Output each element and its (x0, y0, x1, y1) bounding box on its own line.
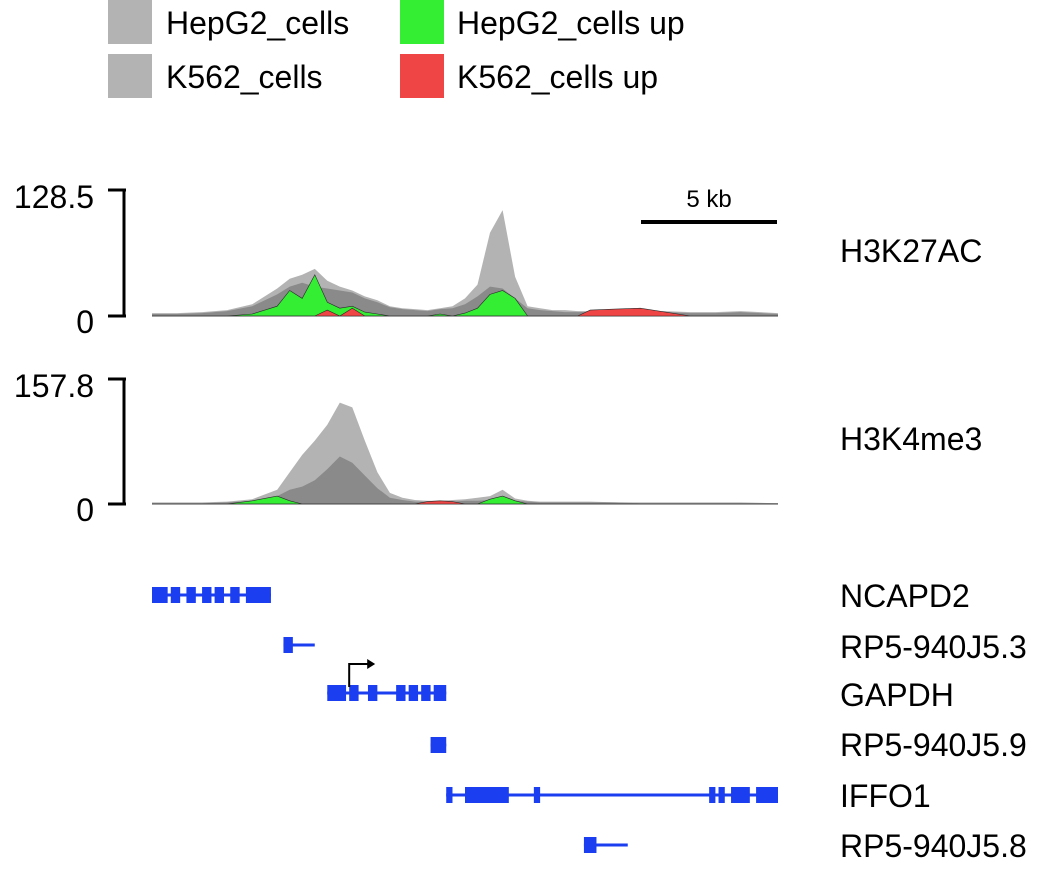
scale-bar: 5 kb (641, 186, 777, 224)
gene-annotation-tracks (152, 587, 778, 853)
gene-exon-gapdh-5 (421, 685, 431, 701)
track-label-h3k4me3: H3K4me3 (840, 421, 982, 457)
gene-exon-ncapd2-2 (186, 587, 196, 603)
tss-arrowhead-icon (367, 659, 376, 669)
track-h3k4me3: 157.8 0 H3K4me3 (14, 368, 982, 528)
gene-label-ncapd2: NCAPD2 (840, 578, 970, 614)
gene-exon-gapdh-1 (349, 685, 359, 701)
gene-exon-gapdh-4 (408, 685, 419, 701)
series-area-h3k27ac-k562-cells-up (152, 307, 778, 317)
y-tick-label-zero-h3k4me3: 0 (76, 492, 94, 528)
gene-exon-ncapd2-5 (230, 587, 240, 603)
legend-label-hepg2-cells-up: HepG2_cells up (457, 5, 685, 41)
legend-label-k562-cells-up: K562_cells up (457, 59, 658, 95)
gene-exon-iffo1-4 (718, 787, 725, 803)
gene-exon-ncapd2-4 (214, 587, 224, 603)
plot-area-h3k27ac (152, 210, 778, 317)
legend-label-hepg2-cells: HepG2_cells (166, 5, 349, 41)
plot-area-h3k4me3 (152, 402, 778, 505)
gene-label-iffo1: IFFO1 (840, 778, 931, 814)
y-tick-label-max-h3k4me3: 157.8 (14, 368, 94, 404)
gene-label-gapdh: GAPDH (840, 677, 954, 713)
gene-exon-rp5-940j5-9-0 (430, 737, 447, 753)
gene-exon-ncapd2-1 (170, 587, 181, 603)
gene-exon-gapdh-3 (396, 685, 406, 701)
legend-swatch-hepg2-cells-up (400, 0, 444, 44)
y-tick-label-zero-h3k27ac: 0 (76, 304, 94, 340)
gene-exon-ncapd2-0 (152, 587, 168, 603)
scale-bar-label: 5 kb (686, 186, 731, 213)
legend: HepG2_cells HepG2_cells up K562_cells K5… (108, 0, 685, 98)
gene-exon-gapdh-2 (367, 685, 378, 701)
tss-arrow-icon (348, 663, 370, 687)
series-area-h3k4me3-k562-cells-up (152, 500, 778, 505)
track-label-h3k27ac: H3K27AC (840, 233, 982, 269)
gene-exon-iffo1-5 (731, 787, 750, 803)
series-area-h3k27ac-hepg2-cells (152, 210, 778, 316)
gene-exon-gapdh-0 (327, 685, 347, 701)
gene-exon-iffo1-1 (465, 787, 509, 803)
gene-exon-rp5-940j5-8-0 (583, 837, 597, 853)
legend-label-k562-cells: K562_cells (166, 59, 323, 95)
legend-swatch-k562-cells-up (400, 54, 444, 98)
legend-swatch-k562-cells (108, 54, 152, 98)
gene-exon-iffo1-3 (709, 787, 716, 803)
gene-exon-iffo1-6 (756, 787, 778, 803)
gene-label-rp5-940j5-9: RP5-940J5.9 (840, 727, 1027, 763)
gene-exon-ncapd2-6 (245, 587, 271, 603)
gene-exon-ncapd2-3 (202, 587, 212, 603)
gene-exon-iffo1-2 (533, 787, 541, 803)
gene-label-rp5-940j5-3: RP5-940J5.3 (840, 629, 1027, 665)
gene-exon-iffo1-0 (446, 787, 453, 803)
gene-exon-gapdh-6 (433, 685, 447, 701)
track-h3k27ac: 128.5 0 H3K27AC (14, 179, 982, 340)
series-area-h3k4me3-k562-cells (152, 456, 778, 504)
gene-labels: NCAPD2 RP5-940J5.3 GAPDH RP5-940J5.9 IFF… (840, 578, 1027, 864)
y-tick-label-max-h3k27ac: 128.5 (14, 179, 94, 215)
gene-label-rp5-940j5-8: RP5-940J5.8 (840, 828, 1027, 864)
gene-exon-rp5-940j5-3-0 (283, 637, 293, 653)
legend-swatch-hepg2-cells (108, 0, 152, 44)
series-area-h3k4me3-hepg2-cells (152, 402, 778, 504)
